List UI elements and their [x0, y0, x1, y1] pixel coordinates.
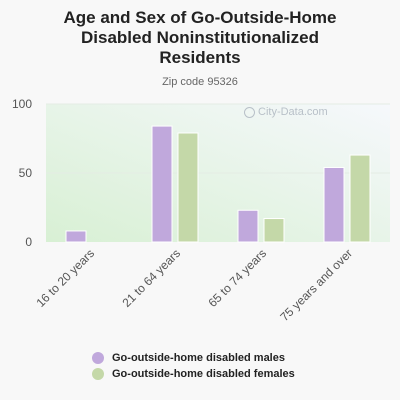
bar-males-2 [237, 209, 259, 243]
y-tick-label: 100 [12, 97, 32, 111]
legend-item-females: Go-outside-home disabled females [92, 366, 295, 382]
bar-males-0 [65, 230, 87, 243]
legend-swatch-females [92, 368, 104, 380]
legend-swatch-males [92, 352, 104, 364]
x-tick-label: 75 years and over [277, 246, 355, 324]
chart-title-line-1: Age and Sex of Go-Outside-Home [63, 8, 337, 27]
legend-label-females: Go-outside-home disabled females [112, 368, 295, 380]
watermark: City-Data.com [244, 106, 328, 118]
x-tick-label: 21 to 64 years [119, 246, 183, 310]
chart-title-line-3: Residents [159, 48, 241, 67]
bar-females-1 [177, 132, 199, 243]
y-tick-label: 0 [25, 235, 32, 249]
bar-females-2 [263, 218, 285, 243]
bar-females-3 [349, 154, 371, 243]
bar-males-1 [151, 125, 173, 243]
x-tick-label: 65 to 74 years [205, 246, 269, 310]
chart-title-line-2: Disabled Noninstitutionalized [80, 28, 319, 47]
legend: Go-outside-home disabled males Go-outsid… [92, 350, 295, 382]
chart-subtitle: Zip code 95326 [162, 76, 238, 88]
y-tick-label: 50 [19, 166, 33, 180]
legend-item-males: Go-outside-home disabled males [92, 350, 295, 366]
bar-males-3 [323, 166, 345, 243]
x-tick-label: 16 to 20 years [33, 246, 97, 310]
chart-title: Age and Sex of Go-Outside-Home Disabled … [0, 8, 400, 68]
watermark-text: City-Data.com [258, 106, 328, 118]
search-icon [244, 106, 255, 118]
legend-label-males: Go-outside-home disabled males [112, 352, 285, 364]
